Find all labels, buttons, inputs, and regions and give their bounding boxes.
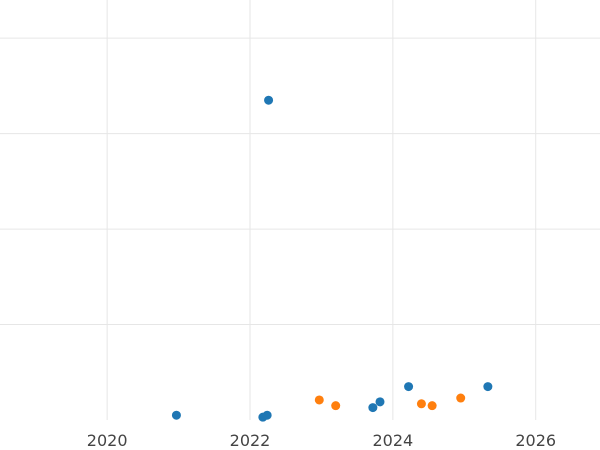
data-points	[171, 95, 493, 422]
data-point-series-2	[314, 395, 324, 405]
data-point-series-1	[262, 410, 272, 420]
data-point-series-2	[456, 393, 466, 403]
data-point-series-1	[171, 410, 181, 420]
data-point-series-2	[427, 401, 437, 411]
data-point-series-2	[331, 401, 341, 411]
x-tick-label: 2022	[230, 431, 271, 450]
data-point-series-1	[404, 382, 414, 392]
x-tick-label: 2026	[515, 431, 556, 450]
x-tick-label: 2024	[372, 431, 413, 450]
x-axis-ticks: 2020 2022 2024 2026	[87, 431, 556, 450]
x-tick-label: 2020	[87, 431, 128, 450]
data-point-series-2	[416, 399, 426, 409]
grid-layer	[0, 0, 600, 420]
data-point-series-1	[264, 95, 274, 105]
data-point-series-1	[368, 403, 378, 413]
data-point-series-1	[483, 382, 493, 392]
data-point-series-1	[375, 397, 385, 407]
